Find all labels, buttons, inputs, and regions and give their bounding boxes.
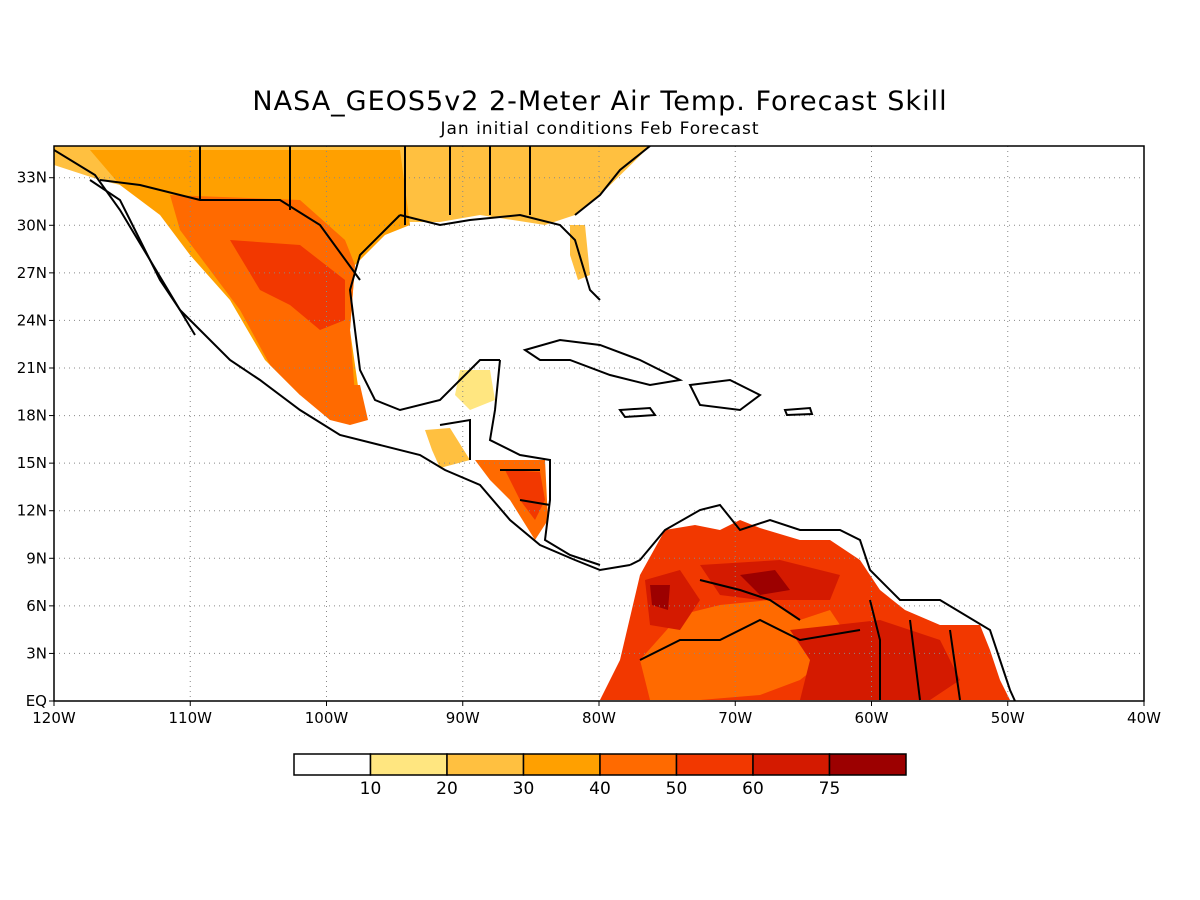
colorbar-swatch	[599, 753, 678, 776]
coast-gulf-mexico	[348, 214, 500, 412]
coast-hispaniola	[688, 378, 762, 412]
lat-tick-label: 6N	[26, 597, 47, 615]
lon-tick-label: 70W	[718, 709, 752, 727]
coastlines	[54, 146, 1016, 701]
coast-south-america	[629, 503, 1016, 701]
map-grid	[54, 146, 1144, 701]
border-us-states	[199, 146, 531, 225]
lat-tick-label: 33N	[17, 169, 47, 187]
map-subtitle: Jan initial conditions Feb Forecast	[440, 119, 760, 139]
border-guianas	[869, 599, 961, 701]
lat-tick-label: 3N	[26, 644, 47, 662]
border-us-mexico	[99, 179, 361, 281]
region-nicaragua-core	[505, 470, 545, 520]
lon-tick-label: 80W	[582, 709, 616, 727]
colorbar-label: 75	[819, 779, 841, 799]
colorbar-label: 50	[666, 779, 688, 799]
lat-tick-label: 21N	[17, 359, 47, 377]
region-florida	[570, 225, 590, 280]
lon-tick-label: 60W	[855, 709, 889, 727]
lon-tick-label: 120W	[32, 709, 76, 727]
lat-tick-label: 24N	[17, 311, 47, 329]
coast-puerto-rico	[783, 406, 814, 417]
lat-tick-label: 12N	[17, 502, 47, 520]
colorbar-label: 60	[742, 779, 764, 799]
lat-tick-label: 30N	[17, 216, 47, 234]
coast-usa-east	[574, 146, 651, 216]
colorbar-swatch	[293, 753, 372, 776]
region-mexico-core	[230, 240, 345, 330]
coast-central-america-east	[488, 359, 601, 566]
coast-cuba	[522, 338, 684, 387]
region-mexico-south	[300, 385, 368, 425]
colorbar-label: 40	[589, 779, 611, 799]
lon-tick-label: 90W	[446, 709, 480, 727]
colorbar-label: 20	[436, 779, 458, 799]
border-central-america	[439, 418, 551, 506]
map-title: NASA_GEOS5v2 2-Meter Air Temp. Forecast …	[252, 86, 948, 117]
region-mexico-central	[170, 195, 355, 420]
region-venezuela-peak	[740, 570, 790, 595]
colorbar-swatch	[446, 753, 525, 776]
lat-tick-label: EQ	[26, 692, 47, 710]
lat-axis: EQ 3N 6N 9N 12N 15N 18N 21N 24N 27N 30N 33N	[17, 169, 54, 710]
colorbar-swatch	[828, 753, 907, 776]
region-yucatan	[455, 370, 495, 410]
lat-tick-label: 15N	[17, 454, 47, 472]
colorbar-swatch	[675, 753, 754, 776]
coast-gulf	[399, 213, 601, 301]
coast-jamaica	[618, 406, 657, 419]
lon-axis: 120W 110W 100W 90W 80W 70W 60W 50W 40W	[32, 701, 1161, 727]
region-colombia-peak	[650, 585, 670, 610]
colorbar-label: 30	[513, 779, 535, 799]
colorbar-swatch	[752, 753, 831, 776]
region-central-america	[425, 428, 470, 468]
colorbar-swatch	[522, 753, 601, 776]
colorbar-swatch	[369, 753, 448, 776]
lon-tick-label: 100W	[305, 709, 349, 727]
lat-tick-label: 27N	[17, 264, 47, 282]
colorbar-label: 10	[360, 779, 382, 799]
lat-tick-label: 9N	[26, 549, 47, 567]
lat-tick-label: 18N	[17, 407, 47, 425]
lon-tick-label: 50W	[991, 709, 1025, 727]
skill-shading	[54, 146, 1010, 700]
border-south-america-1	[699, 579, 801, 621]
border-south-america-2	[639, 618, 861, 661]
lon-tick-label: 40W	[1127, 709, 1161, 727]
lon-tick-label: 110W	[169, 709, 213, 727]
coast-baja	[89, 179, 196, 336]
colorbar: 10 20 30 40 50 60 75	[293, 753, 907, 799]
region-amazon	[640, 600, 850, 700]
